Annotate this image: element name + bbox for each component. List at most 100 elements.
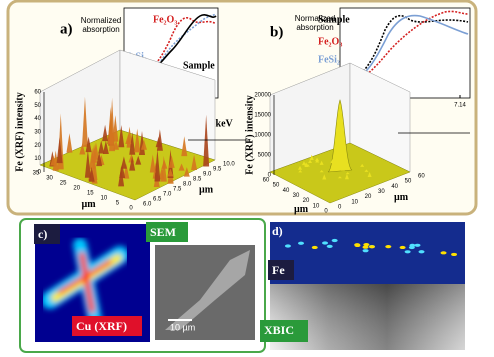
spike xyxy=(154,148,161,182)
spike xyxy=(102,124,109,142)
peak xyxy=(327,99,353,173)
y-tick-label: 20 xyxy=(365,194,372,200)
x-unit: µm xyxy=(82,199,97,210)
legend-label: Sample xyxy=(318,14,350,25)
fe-spot xyxy=(414,243,421,247)
spike xyxy=(81,96,88,147)
y-tick-label: 7.5 xyxy=(173,187,182,193)
spike xyxy=(50,155,57,166)
spike xyxy=(344,167,349,170)
spike xyxy=(319,170,324,173)
spike xyxy=(178,163,185,171)
fe-spot xyxy=(311,245,318,250)
z-tick-label: 20 xyxy=(34,143,41,149)
fe-spot xyxy=(322,241,329,245)
spike xyxy=(135,155,142,165)
spike xyxy=(123,163,130,179)
fe-spot xyxy=(408,245,415,250)
surface xyxy=(269,142,411,204)
z-tick-label: 40 xyxy=(34,116,41,122)
z-tick-label: 10000 xyxy=(254,133,271,139)
fe-map xyxy=(270,222,465,284)
fe-spot xyxy=(368,245,375,249)
spike xyxy=(330,159,335,164)
z-tick-label: 30 xyxy=(34,130,41,136)
y-tick-label: 9.5 xyxy=(213,167,222,173)
y-tick-label: 60 xyxy=(418,174,425,180)
x-tick-label: 10 xyxy=(101,196,108,202)
spike xyxy=(52,150,59,171)
y-tick-label: 8.0 xyxy=(183,182,192,188)
x-tick-label: 15 xyxy=(87,191,94,197)
y-unit: µm xyxy=(394,192,409,203)
spike xyxy=(335,164,340,171)
spike xyxy=(107,107,114,145)
spike xyxy=(308,159,313,163)
spike xyxy=(168,155,175,168)
z-tick-label: 0 xyxy=(268,173,272,179)
label-bg xyxy=(268,260,294,280)
x-tick-label: 60 xyxy=(263,178,270,184)
spike xyxy=(102,140,109,154)
y-tick-label: 30 xyxy=(378,189,385,195)
spike xyxy=(342,164,347,168)
spike xyxy=(364,169,369,172)
spike xyxy=(96,151,103,167)
spike xyxy=(119,163,126,178)
z-tick-label: 5000 xyxy=(258,153,272,159)
z-tick-label: 20000 xyxy=(254,93,271,99)
x-tick-label: 20 xyxy=(303,198,310,204)
spike xyxy=(305,164,310,167)
fe-spot xyxy=(399,245,406,250)
fe-spot xyxy=(404,250,411,254)
legend-label: Fe₂O₃ xyxy=(318,36,342,47)
spike xyxy=(183,167,190,177)
x-unit: µm xyxy=(294,204,309,215)
fe-spot xyxy=(362,245,369,249)
spike xyxy=(301,161,306,166)
sem-particle xyxy=(165,250,250,330)
panel-label: a) xyxy=(60,21,73,37)
spike xyxy=(125,134,132,144)
fe-spot xyxy=(418,250,425,254)
spike xyxy=(79,143,86,155)
spike xyxy=(322,174,327,180)
hotspot xyxy=(79,252,95,313)
label-bg xyxy=(72,316,142,336)
x-tick-label: 0 xyxy=(324,209,328,215)
x-tick-label: 40 xyxy=(283,188,290,194)
y-unit: µm xyxy=(199,184,214,195)
x-tick-label: 35 xyxy=(33,171,40,177)
y-tick-label: 9.0 xyxy=(203,172,212,178)
spike xyxy=(85,136,92,153)
label-bg xyxy=(260,320,308,342)
fe-spot xyxy=(440,251,447,255)
x-tick-label: 30 xyxy=(293,193,300,199)
sem-label: SEM xyxy=(150,225,176,239)
fe-spot xyxy=(385,245,392,249)
spike xyxy=(309,154,314,161)
spike xyxy=(129,156,136,171)
y-tick-label: 50 xyxy=(405,179,412,185)
spike xyxy=(167,168,174,177)
z-tick-label: 15000 xyxy=(254,113,271,119)
spike xyxy=(118,125,125,148)
label-bg xyxy=(34,224,60,244)
spike xyxy=(140,139,147,150)
spike xyxy=(340,168,345,171)
spike xyxy=(360,163,365,167)
spike xyxy=(319,160,324,165)
x-tick-label: 20 xyxy=(73,186,80,192)
spike xyxy=(88,166,95,182)
y-axis-label: Normalized absorption xyxy=(294,14,336,32)
panel-label: c) xyxy=(38,227,47,241)
hotspot xyxy=(58,260,112,294)
z-axis-label: Fe (XRF) intensity xyxy=(244,95,255,174)
fe-spot xyxy=(363,242,370,247)
surface xyxy=(39,129,216,201)
x-tick-label: 5 xyxy=(116,201,120,207)
label-bg xyxy=(146,222,188,242)
fe-spot xyxy=(362,249,369,253)
spike xyxy=(56,136,63,164)
